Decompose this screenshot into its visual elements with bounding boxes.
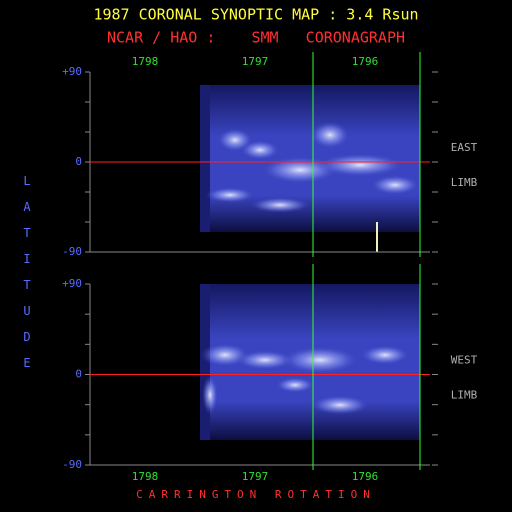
corona-feature [205, 187, 255, 203]
corona-feature [275, 377, 315, 393]
corona-feature [370, 175, 420, 195]
rotation-label: 1798 [132, 470, 159, 483]
corona-feature [240, 140, 280, 160]
corona-feature [310, 395, 370, 415]
map-strip [200, 85, 210, 232]
corona-feature [280, 346, 360, 374]
corona-feature [202, 375, 218, 415]
limb-label: LIMB [451, 176, 478, 189]
corona-feature [250, 197, 310, 213]
rotation-label: 1797 [242, 55, 269, 68]
corona-feature [235, 350, 295, 370]
title: 1987 CORONAL SYNOPTIC MAP : 3.4 Rsun [93, 6, 418, 24]
latitude-label: 0 [75, 155, 82, 168]
corona-feature [310, 121, 350, 149]
rotation-label: 1796 [352, 55, 379, 68]
rotation-label: 1798 [132, 55, 159, 68]
latitude-label: -90 [62, 245, 82, 258]
latitude-label: -90 [62, 458, 82, 471]
x-axis-label: CARRINGTON ROTATION [136, 488, 376, 501]
rotation-label: 1796 [352, 470, 379, 483]
y-axis-label: LATITUDE [23, 174, 31, 370]
latitude-label: +90 [62, 65, 82, 78]
streak [376, 222, 378, 252]
limb-label: LIMB [451, 389, 478, 402]
latitude-label: +90 [62, 277, 82, 290]
subtitle: NCAR / HAO : SMM CORONAGRAPH [107, 29, 405, 47]
corona-feature [315, 153, 405, 177]
limb-label: EAST [451, 141, 478, 154]
latitude-label: 0 [75, 368, 82, 381]
limb-label: WEST [451, 354, 478, 367]
rotation-label: 1797 [242, 470, 269, 483]
corona-feature [360, 345, 410, 365]
